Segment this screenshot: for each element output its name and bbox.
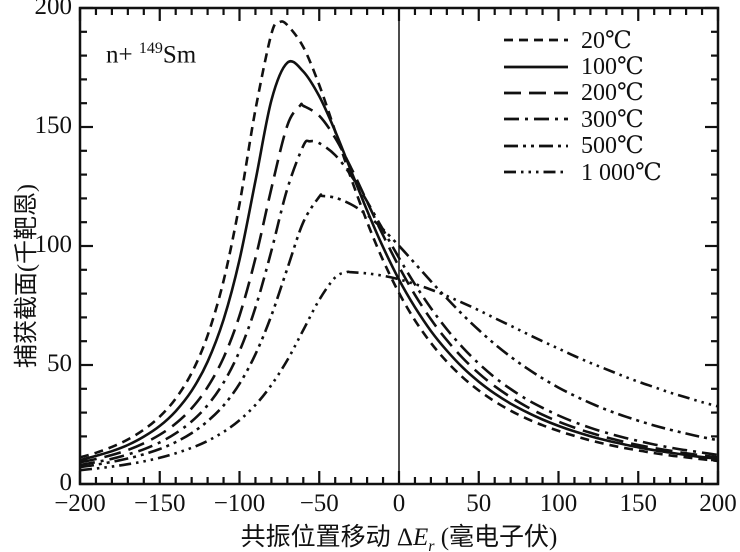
x-title-suffix: (毫电子伏): [434, 524, 558, 551]
legend-item-300c: 300℃: [504, 106, 662, 133]
legend-item-100c: 100℃: [504, 53, 662, 81]
y-tick-label: 0: [59, 469, 73, 496]
x-tick-label: −100: [213, 490, 266, 517]
annotation-nuclide: Sm: [162, 41, 197, 69]
x-ticks: [78, 8, 720, 484]
legend-line-sample-300c: [504, 117, 568, 121]
curve-200c: [79, 102, 719, 464]
y-tick-label: 50: [47, 350, 72, 377]
legend: 20℃ 100℃ 200℃ 300℃ 500℃ 1 000℃: [504, 27, 662, 186]
legend-line-sample-200c: [504, 91, 568, 95]
curve-500c: [79, 193, 719, 469]
x-tick-label: 150: [619, 490, 658, 517]
legend-item-200c: 200℃: [504, 80, 662, 106]
x-tick-label: 100: [539, 490, 578, 517]
x-title-symbol: E: [412, 524, 429, 551]
legend-label: 500℃: [581, 133, 644, 160]
legend-label: 100℃: [581, 54, 644, 81]
legend-label: 20℃: [581, 27, 632, 54]
curve-300c: [79, 139, 719, 467]
y-axis-title: 捕获截面(千靶恩): [14, 184, 40, 368]
legend-line-sample-100c: [504, 65, 568, 68]
legend-line-sample-500c: [504, 144, 568, 148]
legend-item-1000c: 1 000℃: [504, 159, 662, 186]
x-title-prefix: 共振位置移动 Δ: [240, 524, 413, 551]
curve-20c: [79, 20, 719, 463]
y-ticks: [80, 6, 718, 486]
x-axis-title: 共振位置移动 ΔEr (毫电子伏): [80, 517, 718, 552]
x-tick-label: 0: [392, 490, 406, 517]
legend-line-sample-1000c: [504, 170, 568, 174]
x-tick-label: −200: [54, 490, 106, 517]
y-tick-label: 150: [34, 112, 73, 139]
legend-label: 200℃: [581, 80, 644, 107]
legend-item-20c: 20℃: [504, 27, 662, 54]
x-tick-label: −150: [133, 490, 186, 517]
legend-label: 300℃: [581, 106, 644, 133]
nuclide-annotation: n+ 149Sm: [106, 40, 196, 69]
x-tick-label: −50: [299, 490, 339, 517]
y-tick-label: 200: [34, 0, 73, 20]
legend-line-sample-20c: [504, 38, 568, 42]
y-tick-label: 100: [34, 231, 73, 258]
annotation-mass-number: 149: [138, 40, 163, 57]
curve-100c: [79, 59, 719, 462]
legend-label: 1 000℃: [581, 159, 662, 186]
curve-1000c: [79, 270, 719, 472]
x-title-symbol-sub: r: [428, 538, 435, 552]
legend-item-500c: 500℃: [504, 133, 662, 159]
x-tick-label: 200: [699, 490, 737, 517]
x-tick-label: 50: [466, 490, 492, 517]
annotation-prefix: n+: [106, 41, 139, 69]
